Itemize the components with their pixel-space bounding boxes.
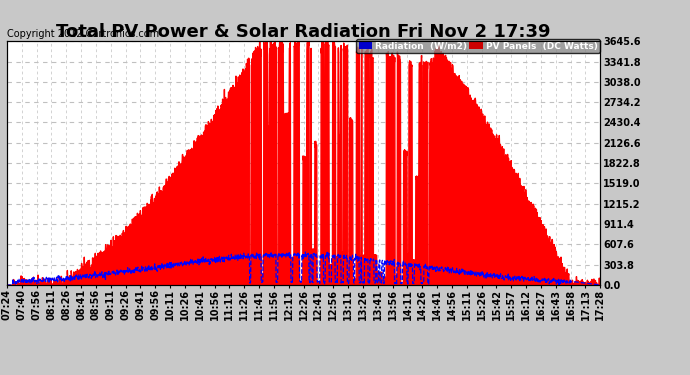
Title: Total PV Power & Solar Radiation Fri Nov 2 17:39: Total PV Power & Solar Radiation Fri Nov… xyxy=(57,23,551,41)
Legend: Radiation  (W/m2), PV Panels  (DC Watts): Radiation (W/m2), PV Panels (DC Watts) xyxy=(356,39,600,53)
Text: Copyright 2012 Cartronics.com: Copyright 2012 Cartronics.com xyxy=(7,29,159,39)
